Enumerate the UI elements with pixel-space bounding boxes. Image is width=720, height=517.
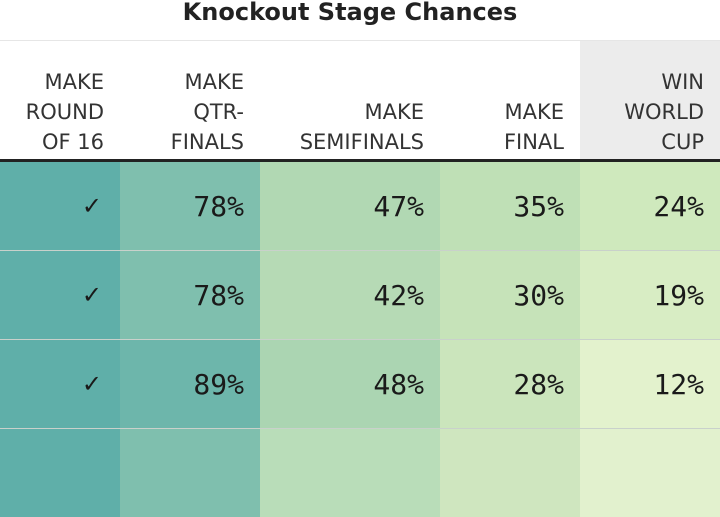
table-row: ✓ 89% 48% 28% 12% <box>0 339 720 428</box>
quarterfinals-cell: 89% <box>120 340 260 428</box>
round16-cell: ✓ <box>0 162 120 250</box>
quarterfinals-cell <box>120 429 260 517</box>
table-title: Knockout Stage Chances <box>182 0 518 26</box>
table-row: ✓ 78% 47% 35% 24% <box>0 162 720 250</box>
semifinals-cell: 42% <box>260 251 440 339</box>
header-make-semifinals: MAKE SEMIFINALS <box>299 100 424 154</box>
table-row-partial <box>0 428 720 517</box>
round16-cell <box>0 429 120 517</box>
round16-cell: ✓ <box>0 251 120 339</box>
header-make-round-of-16: MAKE ROUND OF 16 <box>25 70 104 154</box>
round16-cell: ✓ <box>0 340 120 428</box>
win-world-cup-cell: 19% <box>580 251 720 339</box>
header-win-world-cup: WIN WORLD CUP <box>624 70 704 154</box>
win-world-cup-cell <box>580 429 720 517</box>
final-cell: 28% <box>440 340 580 428</box>
semifinals-cell <box>260 429 440 517</box>
quarterfinals-cell: 78% <box>120 251 260 339</box>
semifinals-cell: 48% <box>260 340 440 428</box>
table-body: ✓ 78% 47% 35% 24% ✓ 78% 42% 30% 19% ✓ 89… <box>0 162 720 517</box>
final-cell: 35% <box>440 162 580 250</box>
final-cell: 30% <box>440 251 580 339</box>
top-divider <box>0 40 720 41</box>
win-world-cup-cell: 12% <box>580 340 720 428</box>
table-row: ✓ 78% 42% 30% 19% <box>0 250 720 339</box>
semifinals-cell: 47% <box>260 162 440 250</box>
win-column-header-background <box>580 41 720 159</box>
header-make-final: MAKE FINAL <box>503 100 564 154</box>
win-world-cup-cell: 24% <box>580 162 720 250</box>
final-cell <box>440 429 580 517</box>
header-make-quarterfinals: MAKE QTR- FINALS <box>170 70 244 154</box>
quarterfinals-cell: 78% <box>120 162 260 250</box>
header-divider <box>0 159 720 162</box>
